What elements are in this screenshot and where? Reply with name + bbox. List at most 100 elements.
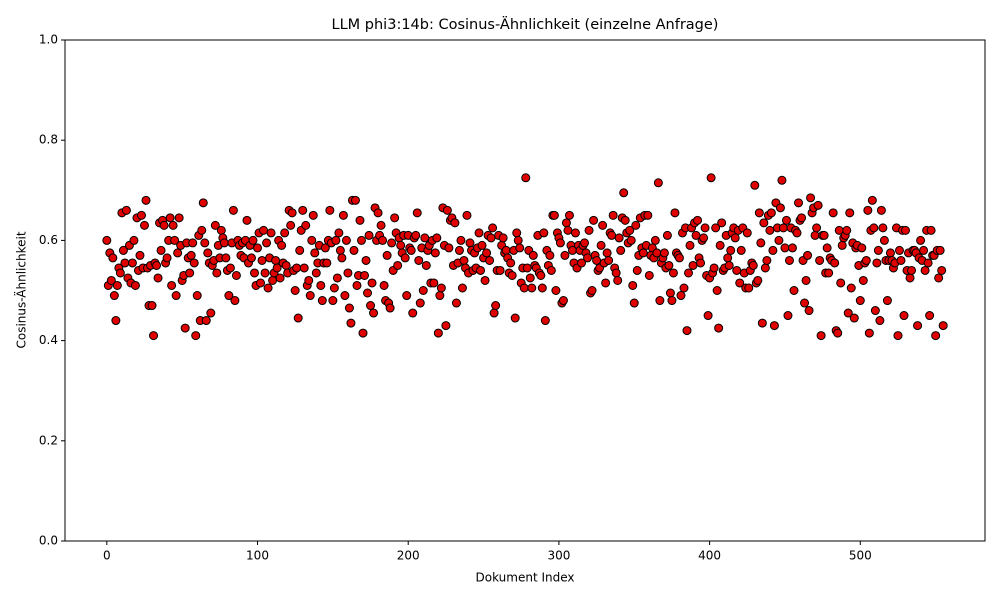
point — [352, 280, 362, 290]
point — [864, 328, 874, 338]
point — [923, 258, 933, 268]
point — [465, 238, 475, 248]
point — [872, 258, 882, 268]
point — [800, 298, 810, 308]
point — [225, 263, 235, 273]
point — [706, 173, 716, 183]
point — [260, 268, 270, 278]
point — [290, 286, 300, 295]
point — [539, 228, 549, 238]
point — [644, 270, 654, 280]
point — [396, 240, 406, 250]
point — [201, 316, 211, 326]
point — [717, 218, 727, 228]
point — [136, 210, 146, 220]
point — [356, 235, 366, 245]
point — [162, 253, 172, 263]
point — [153, 273, 163, 283]
point — [186, 250, 196, 260]
point — [693, 215, 703, 225]
point — [197, 225, 207, 235]
point — [784, 255, 794, 265]
point — [905, 273, 915, 283]
y-axis-label: Cosinus-Ähnlichkeit — [14, 231, 29, 348]
point — [474, 228, 484, 238]
point — [787, 243, 797, 253]
point — [275, 273, 285, 283]
point — [670, 208, 680, 218]
point — [363, 288, 373, 298]
point — [489, 308, 499, 318]
point — [536, 270, 546, 280]
point — [293, 313, 303, 323]
point — [665, 288, 675, 298]
point — [316, 280, 326, 290]
point — [350, 195, 360, 205]
x-axis-label: Dokument Index — [476, 571, 575, 585]
point — [257, 255, 267, 265]
point — [369, 308, 379, 318]
point — [549, 210, 559, 220]
point — [129, 235, 139, 245]
point — [679, 283, 689, 293]
point — [387, 238, 397, 248]
point — [174, 213, 184, 223]
point — [171, 291, 181, 301]
point — [156, 245, 166, 255]
point — [545, 250, 555, 260]
point — [206, 308, 216, 318]
x-tick-label: 100 — [246, 549, 269, 563]
point — [338, 210, 348, 220]
point — [432, 233, 442, 243]
point — [402, 291, 412, 301]
point — [653, 178, 663, 188]
point — [168, 220, 178, 230]
point — [307, 235, 317, 245]
point — [506, 258, 516, 268]
point — [210, 220, 220, 230]
point — [152, 260, 162, 270]
point — [433, 328, 443, 338]
point — [937, 265, 947, 275]
point — [913, 321, 923, 331]
point — [601, 278, 611, 288]
point — [769, 321, 779, 331]
x-tick-label: 500 — [849, 549, 872, 563]
point — [882, 296, 892, 306]
point — [703, 311, 713, 321]
point — [714, 323, 724, 333]
point — [596, 240, 606, 250]
x-tick-label: 0 — [103, 549, 111, 563]
point — [614, 233, 624, 243]
point — [412, 208, 422, 218]
point — [602, 248, 612, 258]
point — [108, 253, 118, 263]
point — [780, 243, 790, 253]
point — [830, 258, 840, 268]
point — [607, 230, 617, 240]
point — [130, 280, 140, 290]
point — [528, 250, 538, 260]
point — [629, 298, 639, 308]
point — [794, 198, 804, 208]
point — [766, 208, 776, 218]
point — [801, 275, 811, 285]
point — [298, 205, 308, 215]
point — [358, 328, 368, 338]
point — [879, 235, 889, 245]
y-tick-label: 0.0 — [39, 534, 58, 548]
point — [668, 268, 678, 278]
point — [659, 248, 669, 258]
point — [828, 208, 838, 218]
point — [382, 250, 392, 260]
point — [147, 301, 157, 311]
point — [259, 225, 269, 235]
point — [619, 188, 629, 198]
point — [792, 228, 802, 238]
point — [271, 255, 281, 265]
point — [230, 296, 240, 306]
point — [200, 238, 210, 248]
x-tick-label: 200 — [397, 549, 420, 563]
point — [667, 296, 677, 306]
point — [894, 245, 904, 255]
